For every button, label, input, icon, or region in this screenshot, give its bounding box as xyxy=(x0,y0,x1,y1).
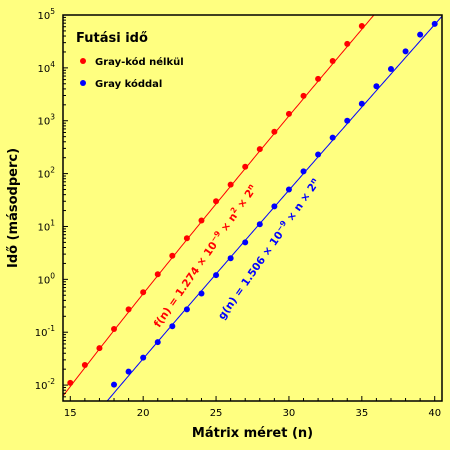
data-point-red xyxy=(285,110,292,117)
data-point-blue xyxy=(169,323,176,330)
y-axis-label: Idő (másodperc) xyxy=(6,148,21,268)
data-point-blue xyxy=(431,20,438,27)
data-point-blue xyxy=(227,255,234,262)
data-point-blue xyxy=(373,83,380,90)
legend-item-label: Gray kóddal xyxy=(95,78,162,90)
data-point-blue xyxy=(402,48,409,55)
data-point-red xyxy=(67,379,74,386)
y-tick-exponent: 0 xyxy=(50,271,55,280)
data-point-red xyxy=(227,181,234,188)
formula-text: × n xyxy=(217,211,240,237)
y-tick-base: 10 xyxy=(37,11,50,22)
y-tick-exponent: -2 xyxy=(48,377,56,386)
formula-superscript: n xyxy=(308,176,318,186)
y-tick-exponent: 2 xyxy=(50,166,55,175)
data-point-blue xyxy=(198,290,205,297)
fit-formula-f: f(n) = 1.274 × 10−9 × n2 × 2n xyxy=(150,182,259,330)
data-point-red xyxy=(183,235,190,242)
data-point-blue xyxy=(140,354,147,361)
plot-frame xyxy=(62,14,443,402)
y-tick-label: 101 xyxy=(37,218,55,233)
data-point-blue xyxy=(387,66,394,73)
y-tick-exponent: 4 xyxy=(50,60,55,69)
y-tick-base: 10 xyxy=(35,381,48,392)
data-point-red xyxy=(358,22,365,29)
x-tick-label: 15 xyxy=(64,408,77,419)
data-point-blue xyxy=(271,203,278,210)
data-point-red xyxy=(125,306,132,313)
data-point-red xyxy=(140,289,147,296)
data-point-blue xyxy=(417,31,424,38)
y-tick-label: 105 xyxy=(37,7,55,22)
y-tick-label: 100 xyxy=(37,271,55,286)
formula-text: f(n) = 1.274 × 10 xyxy=(152,240,220,330)
data-point-red xyxy=(111,326,118,333)
y-tick-label: 104 xyxy=(37,60,55,75)
data-point-blue xyxy=(256,221,263,228)
y-tick-exponent: 3 xyxy=(50,113,55,122)
data-point-blue xyxy=(242,239,249,246)
y-tick-exponent: 5 xyxy=(50,7,55,16)
data-point-blue xyxy=(125,368,132,375)
x-tick-label: 20 xyxy=(137,408,150,419)
data-point-red xyxy=(213,198,220,205)
y-tick-base: 10 xyxy=(37,170,50,181)
data-point-red xyxy=(154,271,161,278)
data-point-blue xyxy=(111,381,118,388)
data-point-red xyxy=(256,146,263,153)
data-point-red xyxy=(242,163,249,170)
formula-superscript: 2 xyxy=(229,206,239,215)
y-tick-base: 10 xyxy=(37,64,50,75)
data-point-blue xyxy=(315,151,322,158)
x-axis: 15 20 25 30 35 40 xyxy=(64,396,441,419)
x-axis-label: Mátrix méret (n) xyxy=(192,426,313,441)
x-tick-label: 25 xyxy=(210,408,223,419)
fit-formula-g: g(n) = 1.506 × 10−9 × n × 2n xyxy=(214,176,322,322)
y-tick-label: 10-2 xyxy=(35,377,55,392)
data-point-red xyxy=(169,252,176,259)
formula-superscript: n xyxy=(245,182,255,192)
fit-line-red xyxy=(63,15,375,397)
y-tick-exponent: -1 xyxy=(48,324,56,333)
data-point-blue xyxy=(154,339,161,346)
data-point-blue xyxy=(358,100,365,107)
data-point-red xyxy=(344,40,351,47)
data-point-red xyxy=(300,92,307,99)
y-tick-label: 10-1 xyxy=(35,324,55,339)
legend-marker-blue xyxy=(80,80,86,86)
y-tick-base: 10 xyxy=(37,222,50,233)
data-point-red xyxy=(271,128,278,135)
legend-item-label: Gray-kód nélkül xyxy=(95,56,184,68)
legend-title: Futási idő xyxy=(76,31,148,46)
y-tick-base: 10 xyxy=(37,275,50,286)
x-tick-label: 35 xyxy=(355,408,368,419)
x-tick-label: 30 xyxy=(283,408,296,419)
data-point-red xyxy=(329,57,336,64)
formula-text: × 2 xyxy=(233,187,256,213)
data-point-blue xyxy=(213,272,220,279)
data-point-red xyxy=(96,345,103,352)
y-tick-label: 103 xyxy=(37,113,55,128)
data-point-blue xyxy=(285,186,292,193)
y-tick-exponent: 1 xyxy=(50,218,55,227)
data-point-blue xyxy=(300,168,307,175)
formula-text: g(n) = 1.506 × 10 xyxy=(216,229,286,322)
y-tick-base: 10 xyxy=(35,328,48,339)
data-point-red xyxy=(81,361,88,368)
legend-marker-red xyxy=(80,58,86,64)
legend: Futási idő Gray-kód nélkül Gray kóddal xyxy=(76,31,184,90)
data-point-red xyxy=(198,217,205,224)
data-point-red xyxy=(315,75,322,82)
y-tick-label: 102 xyxy=(37,166,55,181)
x-tick-label: 40 xyxy=(428,408,441,419)
y-tick-base: 10 xyxy=(37,117,50,128)
data-points xyxy=(67,20,438,388)
data-point-blue xyxy=(329,134,336,141)
data-point-blue xyxy=(183,306,190,313)
data-point-blue xyxy=(344,117,351,124)
